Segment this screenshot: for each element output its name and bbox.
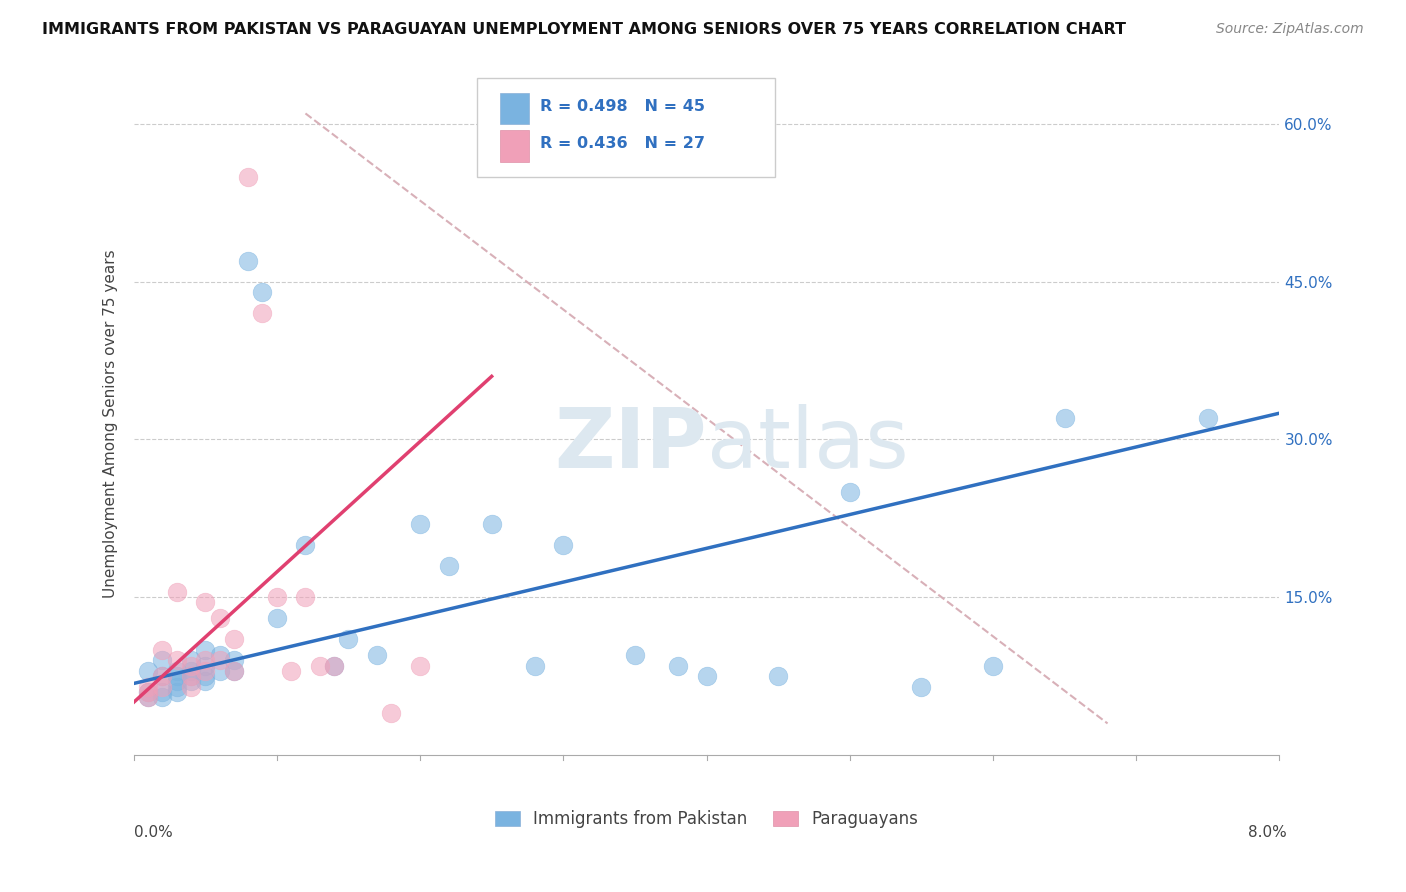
Point xyxy=(280,664,302,678)
Point xyxy=(222,653,245,667)
Text: R = 0.498   N = 45: R = 0.498 N = 45 xyxy=(540,99,706,114)
Point xyxy=(194,669,217,683)
Point xyxy=(194,658,217,673)
Point xyxy=(409,658,432,673)
Text: atlas: atlas xyxy=(707,404,908,485)
Text: IMMIGRANTS FROM PAKISTAN VS PARAGUAYAN UNEMPLOYMENT AMONG SENIORS OVER 75 YEARS : IMMIGRANTS FROM PAKISTAN VS PARAGUAYAN U… xyxy=(42,22,1126,37)
FancyBboxPatch shape xyxy=(501,93,529,124)
Point xyxy=(180,658,202,673)
Point xyxy=(166,685,188,699)
Text: R = 0.436   N = 27: R = 0.436 N = 27 xyxy=(540,136,706,152)
Point xyxy=(308,658,330,673)
Point xyxy=(222,664,245,678)
Point xyxy=(150,680,173,694)
Point xyxy=(838,485,860,500)
Point xyxy=(136,680,159,694)
Point xyxy=(166,653,188,667)
Point xyxy=(180,680,202,694)
Point xyxy=(294,591,316,605)
Point xyxy=(208,664,231,678)
Point xyxy=(150,685,173,699)
Point xyxy=(208,611,231,625)
Point xyxy=(323,658,346,673)
Point xyxy=(910,680,932,694)
Point xyxy=(194,674,217,689)
Point xyxy=(380,706,402,720)
Point xyxy=(194,643,217,657)
Point xyxy=(981,658,1004,673)
Point xyxy=(136,690,159,705)
Point xyxy=(150,653,173,667)
Point xyxy=(180,674,202,689)
Point xyxy=(136,664,159,678)
Text: 0.0%: 0.0% xyxy=(134,825,173,840)
Point xyxy=(136,685,159,699)
Point xyxy=(266,591,288,605)
Point xyxy=(1053,411,1076,425)
Y-axis label: Unemployment Among Seniors over 75 years: Unemployment Among Seniors over 75 years xyxy=(103,250,118,598)
Text: ZIP: ZIP xyxy=(554,404,707,485)
Text: 8.0%: 8.0% xyxy=(1247,825,1286,840)
Point xyxy=(323,658,346,673)
Point xyxy=(523,658,546,673)
Point xyxy=(166,585,188,599)
Point xyxy=(222,632,245,647)
Point xyxy=(194,653,217,667)
Point xyxy=(180,669,202,683)
Point xyxy=(222,664,245,678)
Point xyxy=(150,669,173,683)
Point xyxy=(150,643,173,657)
Point xyxy=(666,658,689,673)
Point xyxy=(166,674,188,689)
Point xyxy=(136,690,159,705)
Point xyxy=(166,669,188,683)
Point xyxy=(696,669,718,683)
Point xyxy=(409,516,432,531)
Point xyxy=(252,306,274,320)
FancyBboxPatch shape xyxy=(478,78,775,177)
Point xyxy=(150,669,173,683)
Point xyxy=(1197,411,1219,425)
Point xyxy=(624,648,647,662)
Point xyxy=(208,648,231,662)
Legend: Immigrants from Pakistan, Paraguayans: Immigrants from Pakistan, Paraguayans xyxy=(488,804,925,835)
Point xyxy=(208,653,231,667)
Point xyxy=(766,669,789,683)
Point xyxy=(266,611,288,625)
FancyBboxPatch shape xyxy=(501,130,529,161)
Point xyxy=(481,516,503,531)
Point xyxy=(236,169,259,184)
Point xyxy=(180,664,202,678)
Text: Source: ZipAtlas.com: Source: ZipAtlas.com xyxy=(1216,22,1364,37)
Point xyxy=(166,664,188,678)
Point xyxy=(437,558,460,573)
Point xyxy=(294,538,316,552)
Point xyxy=(150,690,173,705)
Point xyxy=(166,680,188,694)
Point xyxy=(194,595,217,609)
Point xyxy=(194,664,217,678)
Point xyxy=(236,253,259,268)
Point xyxy=(136,685,159,699)
Point xyxy=(553,538,575,552)
Point xyxy=(180,653,202,667)
Point xyxy=(366,648,388,662)
Point xyxy=(180,669,202,683)
Point xyxy=(252,285,274,300)
Point xyxy=(337,632,360,647)
